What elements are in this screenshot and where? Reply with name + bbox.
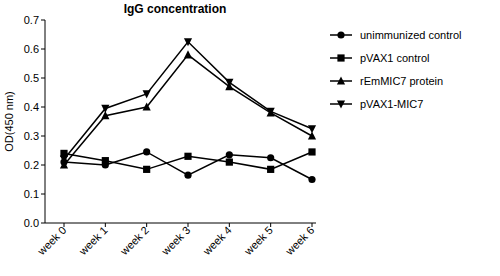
legend: unimmunized control pVAX1 control rEmMIC7 … xyxy=(330,29,462,110)
y-tick-label: 0.0 xyxy=(24,217,39,229)
x-tick-label: week 1 xyxy=(76,224,110,258)
series-line xyxy=(64,152,312,169)
x-tick xyxy=(64,223,65,227)
x-tick-label: week 4 xyxy=(200,224,234,258)
series xyxy=(60,148,315,183)
data-point xyxy=(225,79,233,87)
data-point xyxy=(143,102,151,110)
legend-marker xyxy=(337,76,345,84)
chart: IgG concentration OD(450 nm) 0.0 0.1 0.2 0.3 0… xyxy=(0,0,500,276)
data-point xyxy=(308,176,315,183)
x-tick xyxy=(188,223,189,227)
y-tick xyxy=(41,194,45,195)
data-point xyxy=(184,153,191,160)
y-tick-label: 0.6 xyxy=(24,43,39,55)
data-point xyxy=(102,157,109,164)
x-tick xyxy=(270,223,271,227)
y-tick xyxy=(41,49,45,50)
plot-area xyxy=(60,38,316,183)
legend-label: pVAX1-MIC7 xyxy=(360,98,423,110)
series-line xyxy=(64,152,312,180)
x-tick xyxy=(312,223,313,227)
series xyxy=(60,148,315,173)
y-tick-label: 0.7 xyxy=(24,14,39,26)
title: IgG concentration xyxy=(124,2,227,16)
x-axis xyxy=(45,223,316,224)
data-point xyxy=(143,148,150,155)
data-point xyxy=(226,151,233,158)
y-tick-label: 0.1 xyxy=(24,188,39,200)
data-point xyxy=(101,105,109,113)
legend-label: pVAX1 control xyxy=(360,52,430,64)
series xyxy=(60,50,316,168)
x-tick-label: week 6 xyxy=(283,224,317,258)
data-point xyxy=(267,154,274,161)
y-tick-label: 0.5 xyxy=(24,72,39,84)
x-tick-label: week 0 xyxy=(35,224,69,258)
y-axis-label: OD(450 nm) xyxy=(3,91,15,152)
data-point xyxy=(143,90,151,98)
y-tick xyxy=(41,136,45,137)
x-tick xyxy=(146,223,147,227)
data-point xyxy=(308,125,316,133)
x-tick xyxy=(105,223,106,227)
legend-marker xyxy=(337,31,344,38)
y-tick xyxy=(41,223,45,224)
legend-label: rEmMIC7 protein xyxy=(360,75,443,87)
y-tick xyxy=(41,20,45,21)
data-point xyxy=(308,148,315,155)
legend-marker xyxy=(337,54,344,61)
data-point xyxy=(60,156,68,164)
y-tick-label: 0.4 xyxy=(24,101,39,113)
series xyxy=(60,38,316,164)
data-point xyxy=(143,166,150,173)
data-point xyxy=(184,172,191,179)
x-tick-label: week 5 xyxy=(241,224,275,258)
series-line xyxy=(64,55,312,165)
y-tick-label: 0.2 xyxy=(24,159,39,171)
data-point xyxy=(184,38,192,46)
y-tick xyxy=(41,165,45,166)
y-tick xyxy=(41,78,45,79)
y-tick xyxy=(41,107,45,108)
y-tick-label: 0.3 xyxy=(24,130,39,142)
data-point xyxy=(226,159,233,166)
data-point xyxy=(267,166,274,173)
series-line xyxy=(64,42,312,159)
data-point xyxy=(184,50,192,58)
y-axis xyxy=(45,20,46,223)
x-tick-label: week 2 xyxy=(117,224,151,258)
data-point xyxy=(267,108,275,116)
legend-marker xyxy=(337,100,345,108)
legend-label: unimmunized control xyxy=(360,29,462,41)
x-tick xyxy=(229,223,230,227)
x-tick-label: week 3 xyxy=(159,224,193,258)
